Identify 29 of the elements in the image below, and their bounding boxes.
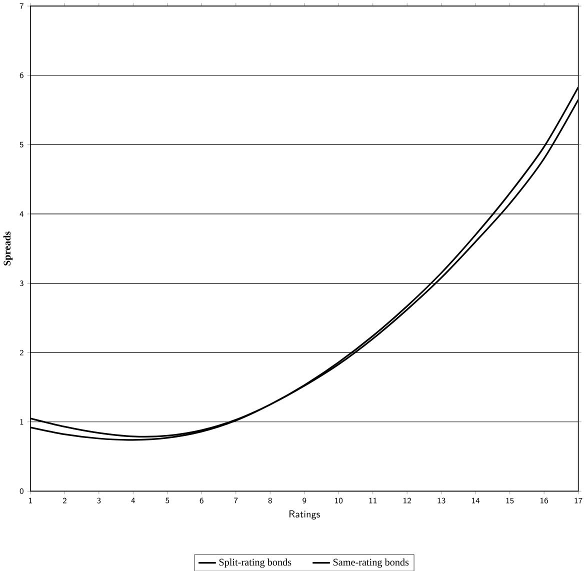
y-tick-label: 6 (20, 72, 24, 78)
x-tick-label: 15 (506, 498, 514, 504)
y-tick-label: 7 (20, 3, 24, 9)
x-tick-label: 17 (574, 498, 582, 504)
x-tick-label: 7 (234, 498, 238, 504)
legend-label: Split-rating bonds (219, 558, 292, 568)
x-tick-label: 12 (404, 498, 411, 504)
legend-label: Same-rating bonds (333, 558, 409, 568)
x-tick-label: 4 (131, 498, 136, 503)
y-tick-label: 5 (20, 142, 24, 148)
x-tick-label: 8 (268, 498, 272, 504)
y-tick-label: 2 (20, 350, 24, 356)
x-tick-label: 14 (472, 498, 480, 504)
x-tick-label: 6 (200, 498, 204, 504)
x-tick-label: 16 (540, 498, 548, 504)
x-tick-label: 2 (62, 498, 66, 504)
x-tick-label: 3 (97, 498, 101, 504)
y-tick-label: 1 (20, 418, 24, 424)
y-tick-label: 4 (20, 211, 24, 216)
y-axis-title: Spreads (3, 231, 13, 266)
x-tick-label: 1 (29, 498, 32, 504)
y-tick-label: 0 (20, 488, 24, 494)
x-axis-title: Ratings (290, 510, 320, 520)
x-tick-label: 9 (302, 498, 306, 504)
x-tick-label: 5 (166, 498, 170, 504)
x-tick-label: 13 (438, 498, 446, 504)
x-tick-label: 10 (335, 498, 343, 504)
x-tick-label: 11 (369, 498, 377, 504)
y-tick-label: 3 (20, 280, 24, 286)
